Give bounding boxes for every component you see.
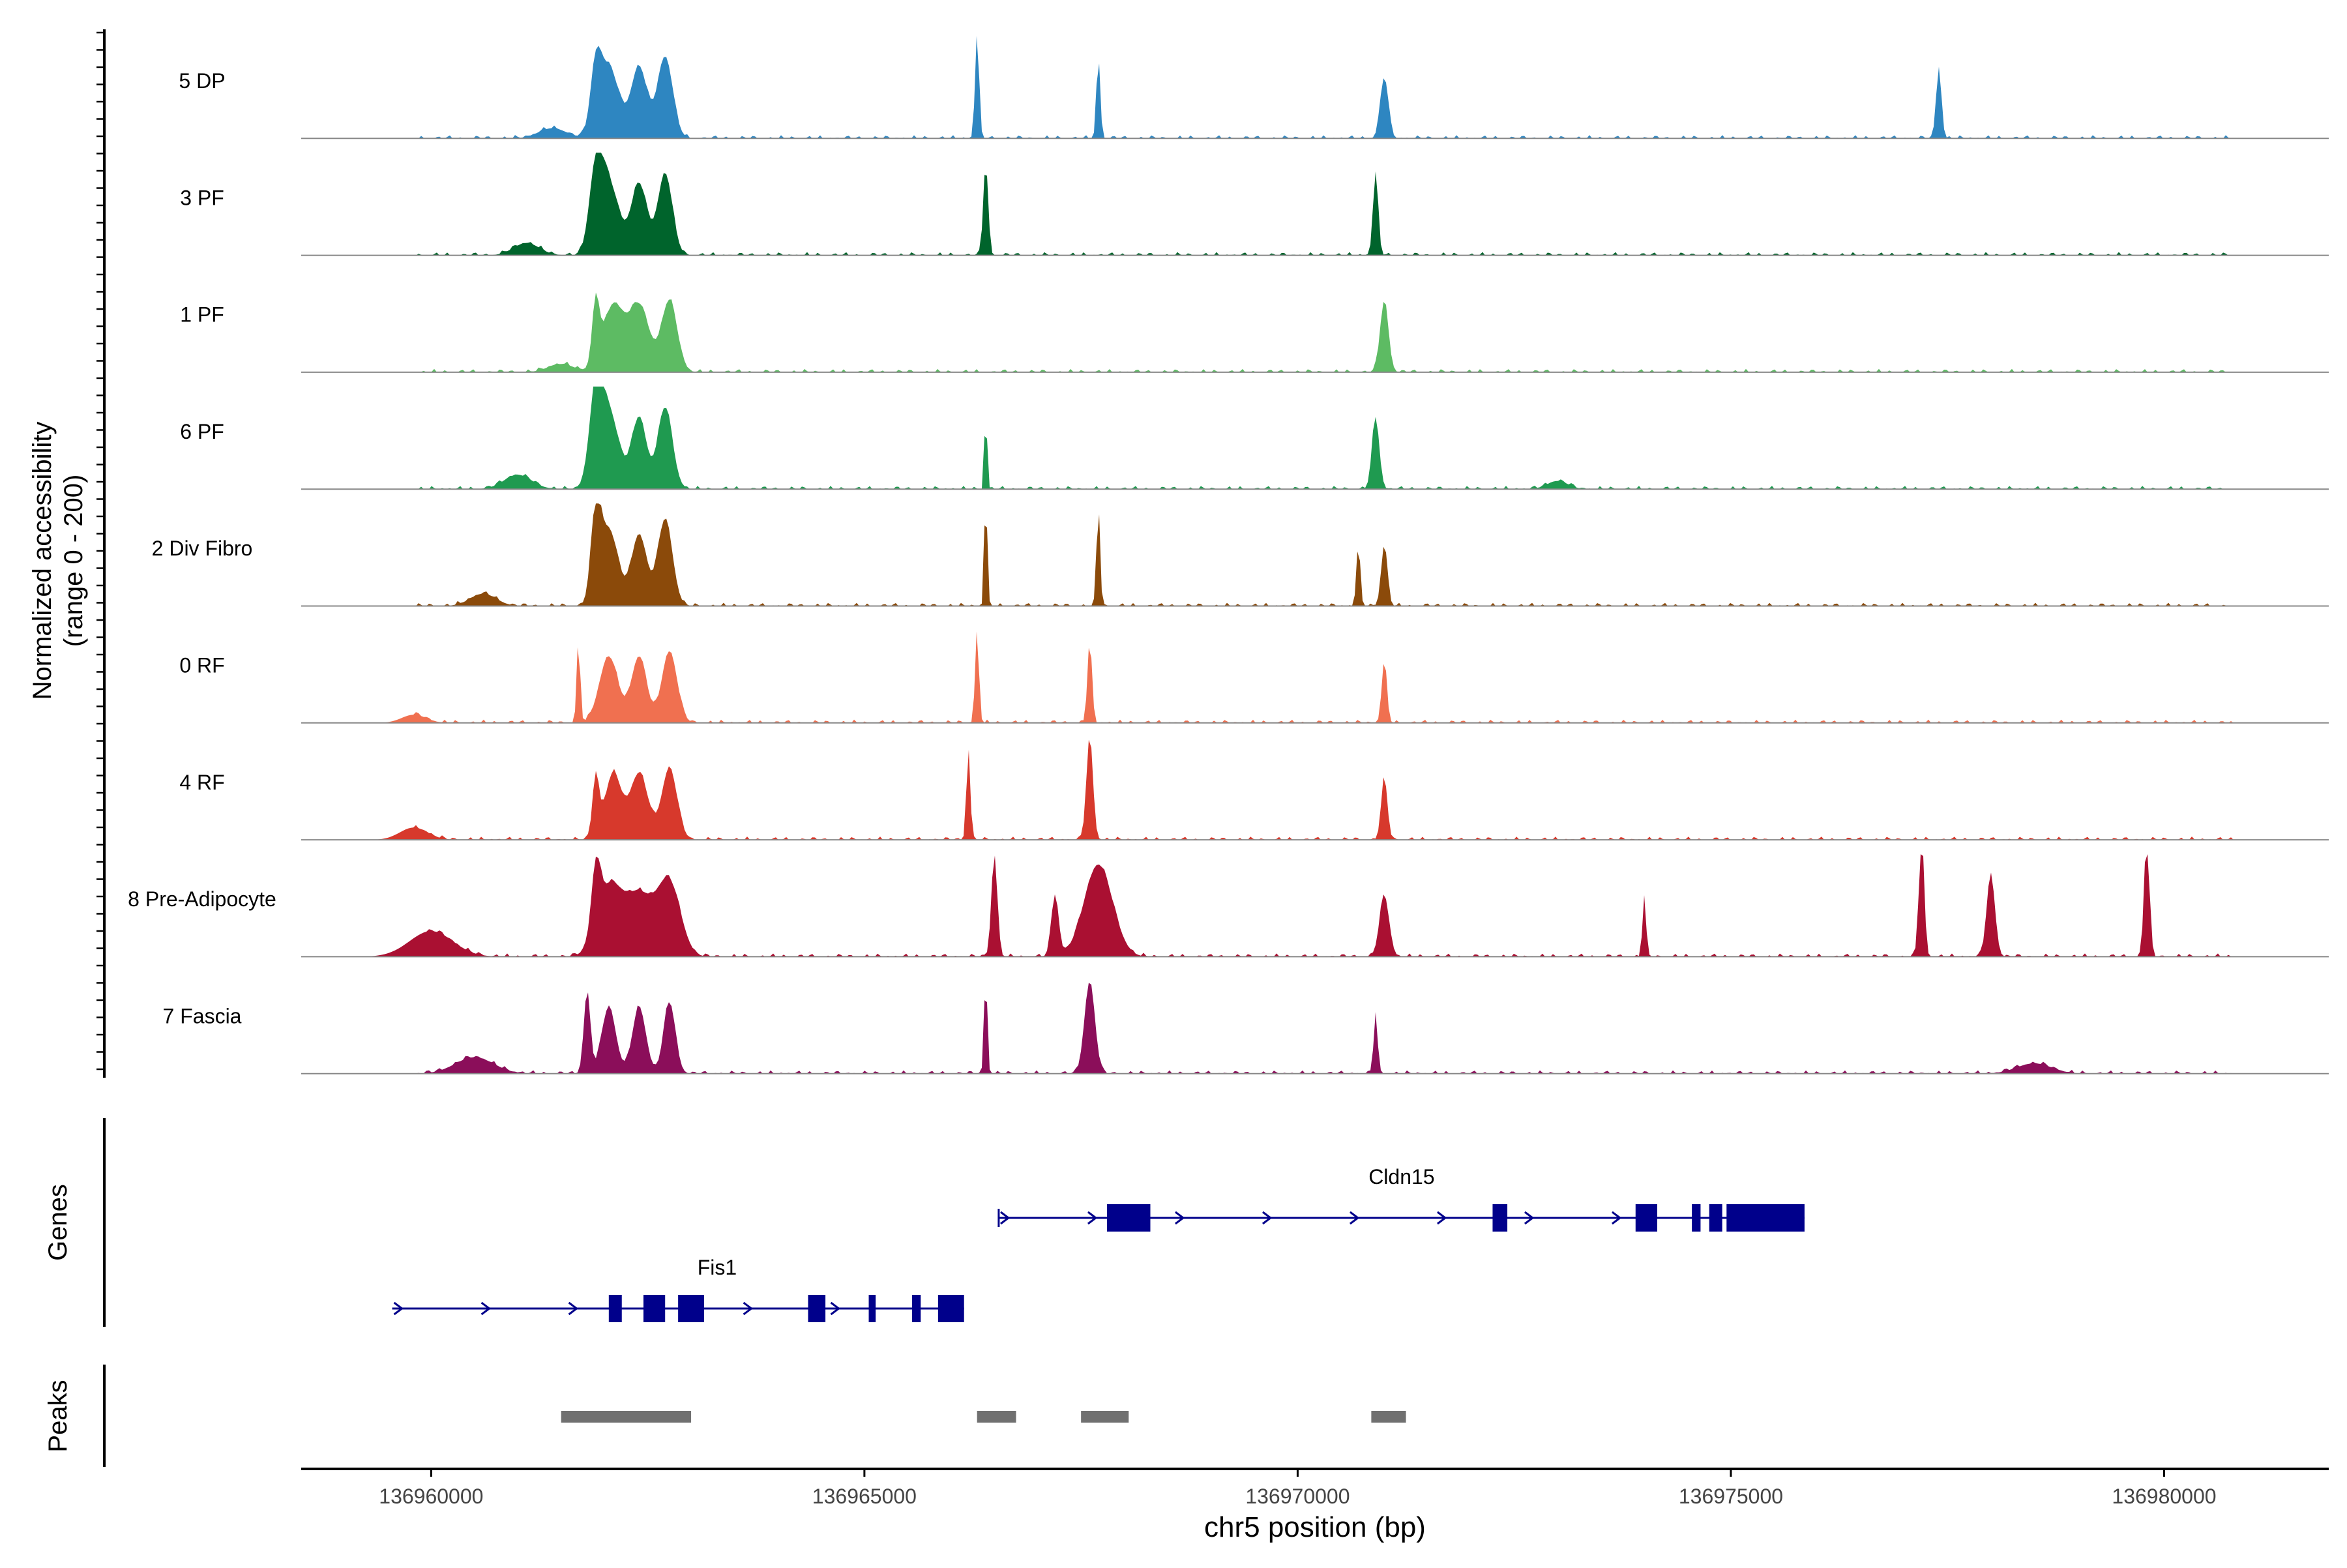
gene-exon xyxy=(1492,1204,1508,1232)
gene-exon xyxy=(868,1295,876,1322)
track-label: 6 PF xyxy=(180,420,224,443)
gene-name-label: Cldn15 xyxy=(1368,1165,1434,1189)
gene-exon xyxy=(643,1295,666,1322)
gene-exon xyxy=(911,1295,921,1322)
strand-arrow xyxy=(743,1301,754,1316)
track-label: 8 Pre-Adipocyte xyxy=(128,887,276,911)
coverage-track: 1 PF xyxy=(180,292,2329,373)
coverage-track: 0 RF xyxy=(179,631,2329,724)
gene-model: Cldn15 xyxy=(997,1165,1805,1232)
coverage-area xyxy=(301,36,2329,139)
track-label: 0 RF xyxy=(179,654,224,677)
gene-exon xyxy=(1726,1204,1805,1232)
strand-arrow xyxy=(1436,1211,1447,1225)
coverage-area xyxy=(301,854,2329,957)
peak-region xyxy=(1081,1411,1129,1423)
strand-arrow xyxy=(1524,1211,1535,1225)
strand-arrow xyxy=(1349,1211,1360,1225)
peak-region xyxy=(977,1411,1016,1423)
strand-arrow xyxy=(1087,1211,1098,1225)
strand-arrow xyxy=(1174,1211,1185,1225)
strand-arrow xyxy=(830,1301,841,1316)
coverage-area xyxy=(301,739,2329,840)
x-axis: 136960000 136965000 136970000 136975000 1369… xyxy=(301,1468,2329,1508)
y-axis xyxy=(96,29,106,1078)
strand-arrow xyxy=(1611,1211,1622,1225)
genes-track: Genes Cldn15 Fis1 xyxy=(44,1118,1805,1327)
gene-exon xyxy=(608,1295,622,1322)
track-label: 7 Fascia xyxy=(163,1004,242,1028)
peaks-track-label: Peaks xyxy=(44,1380,72,1452)
track-label: 5 DP xyxy=(179,69,225,93)
x-tick-label: 136970000 xyxy=(1245,1485,1350,1508)
strand-arrow xyxy=(1262,1211,1273,1225)
coverage-area xyxy=(301,386,2329,490)
strand-arrow xyxy=(393,1301,404,1316)
genes-track-label: Genes xyxy=(44,1184,72,1261)
peak-region xyxy=(561,1411,692,1423)
coverage-area xyxy=(301,631,2329,723)
x-axis-label: chr5 position (bp) xyxy=(1204,1511,1426,1543)
coverage-track: 6 PF xyxy=(180,386,2329,490)
gene-exon xyxy=(1692,1204,1701,1232)
track-label: 4 RF xyxy=(179,771,224,794)
peak-region xyxy=(1371,1411,1406,1423)
gene-exon xyxy=(1635,1204,1657,1232)
y-axis-label-line2: (range 0 - 200) xyxy=(59,475,88,647)
strand-arrow xyxy=(480,1301,492,1316)
coverage-track: 7 Fascia xyxy=(163,983,2329,1074)
y-axis-label-line1: Normalized accessibility xyxy=(28,422,57,700)
coverage-track: 8 Pre-Adipocyte xyxy=(128,854,2329,958)
coverage-track: 5 DP xyxy=(179,36,2329,140)
coverage-area xyxy=(301,153,2329,256)
strand-arrow xyxy=(999,1211,1011,1225)
x-tick-label: 136965000 xyxy=(812,1485,917,1508)
coverage-track: 3 PF xyxy=(180,153,2329,256)
gene-name-label: Fis1 xyxy=(698,1256,737,1279)
peaks-track: Peaks xyxy=(44,1365,1406,1467)
x-tick-label: 136980000 xyxy=(2112,1485,2216,1508)
gene-exon xyxy=(808,1295,826,1322)
coverage-track: 2 Div Fibro xyxy=(152,503,2329,607)
coverage-track: 4 RF xyxy=(179,739,2329,841)
x-tick-label: 136975000 xyxy=(1679,1485,1783,1508)
coverage-area xyxy=(301,503,2329,606)
gene-exon xyxy=(937,1295,964,1322)
track-label: 3 PF xyxy=(180,186,224,209)
coverage-tracks: 5 DP 3 PF 1 PF 6 PF 2 Div Fibro 0 RF 4 RF 8 Pre… xyxy=(128,36,2329,1074)
track-label: 2 Div Fibro xyxy=(152,537,253,560)
strand-arrow xyxy=(568,1301,579,1316)
gene-model: Fis1 xyxy=(392,1256,964,1322)
gene-exon xyxy=(1107,1204,1151,1232)
gene-exon xyxy=(678,1295,705,1322)
track-label: 1 PF xyxy=(180,303,224,327)
gene-exon xyxy=(1709,1204,1722,1232)
x-tick-label: 136960000 xyxy=(379,1485,483,1508)
coverage-area xyxy=(301,983,2329,1074)
coverage-area xyxy=(301,292,2329,372)
